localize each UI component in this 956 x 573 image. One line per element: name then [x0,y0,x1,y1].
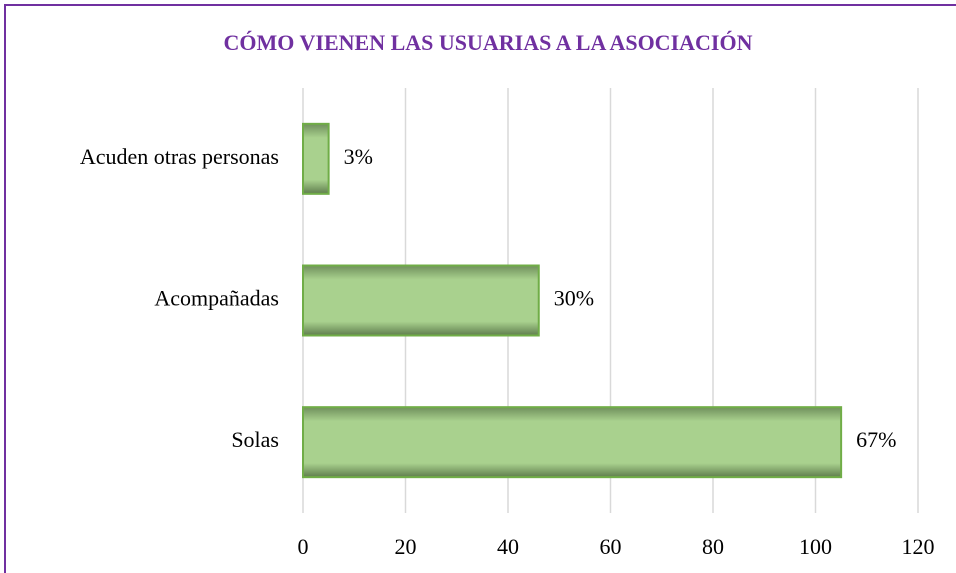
x-tick-label: 40 [497,534,519,559]
x-tick-label: 120 [902,534,935,559]
bar [302,264,540,337]
x-tick-label: 0 [298,534,309,559]
y-tick-label: Acompañadas [154,286,279,311]
x-tick-label: 20 [395,534,417,559]
data-label: 67% [856,427,896,452]
data-label: 3% [344,144,373,169]
x-tick-label: 100 [799,534,832,559]
y-tick-label: Acuden otras personas [80,144,279,169]
x-tick-label: 80 [702,534,724,559]
chart-title: CÓMO VIENEN LAS USUARIAS A LA ASOCIACIÓN [224,30,753,55]
bar [302,122,330,195]
x-tick-label: 60 [600,534,622,559]
data-label: 30% [554,286,594,311]
bar [302,406,843,479]
y-tick-label: Solas [231,427,279,452]
chart-border [4,4,956,573]
